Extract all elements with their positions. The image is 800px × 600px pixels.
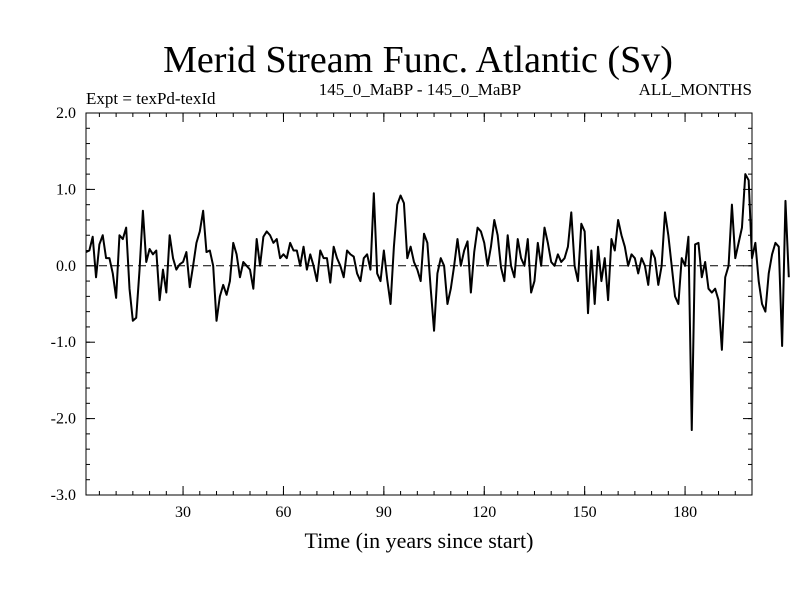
series-line [85, 173, 790, 432]
y-tick-label: -3.0 [51, 487, 76, 504]
x-tick-label: 60 [275, 504, 291, 521]
months-label: ALL_MONTHS [639, 80, 752, 99]
y-axis: -3.0 -2.0 -1.0 0.0 1.0 2.0 [51, 105, 752, 504]
experiment-label: Expt = texPd-texId [86, 89, 216, 108]
x-axis: 30 60 90 120 150 180 [98, 113, 736, 521]
y-tick-label: -2.0 [51, 411, 76, 428]
period-label: 145_0_MaBP - 145_0_MaBP [319, 80, 521, 99]
y-tick-label: 0.0 [56, 258, 76, 275]
chart-title: Merid Stream Func. Atlantic (Sv) [163, 39, 673, 81]
x-axis-label: Time (in years since start) [305, 528, 534, 553]
plot-frame [85, 112, 753, 496]
y-tick-label: -1.0 [51, 334, 76, 351]
y-tick-label: 1.0 [56, 181, 76, 198]
x-tick-label: 120 [472, 504, 496, 521]
y-tick-label: 2.0 [56, 105, 76, 122]
x-tick-label: 150 [573, 504, 597, 521]
x-tick-label: 90 [376, 504, 392, 521]
x-tick-label: 30 [175, 504, 191, 521]
x-tick-label: 180 [673, 504, 697, 521]
